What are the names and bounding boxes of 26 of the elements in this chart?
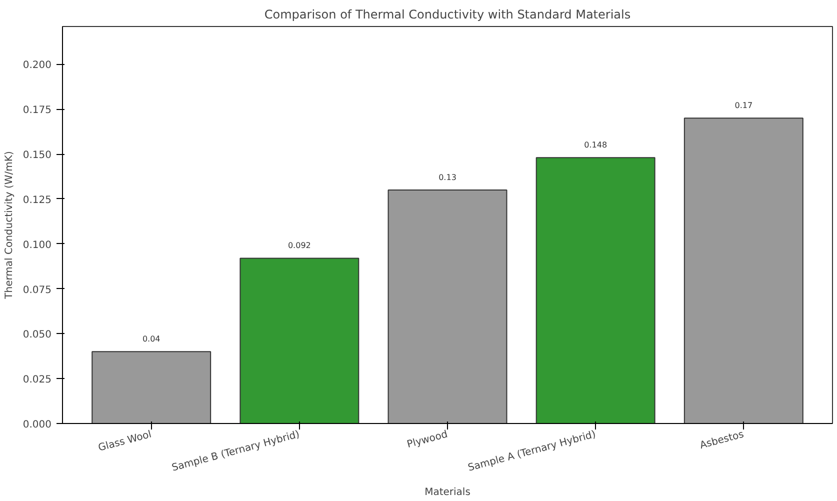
bar bbox=[240, 258, 360, 424]
y-tick-label: 0.025 bbox=[22, 374, 52, 386]
bar bbox=[388, 189, 508, 424]
x-tick-label: Glass Wool bbox=[97, 429, 153, 454]
data-label: 0.148 bbox=[584, 140, 608, 150]
bar bbox=[92, 351, 212, 424]
x-tick-label: Sample A (Ternary Hybrid) bbox=[466, 429, 598, 474]
bar bbox=[536, 157, 656, 424]
y-tick-label: 0.000 bbox=[22, 420, 52, 430]
y-tick-label: 0.075 bbox=[22, 284, 52, 296]
chart-title: Comparison of Thermal Conductivity with Standard Materials bbox=[264, 8, 631, 22]
y-axis-title: Thermal Conductivity (W/mK) bbox=[4, 151, 15, 300]
x-axis-title: Materials bbox=[424, 487, 470, 498]
y-tick-label: 0.050 bbox=[22, 330, 52, 341]
data-label: 0.13 bbox=[438, 172, 456, 182]
x-tick-label: Asbestos bbox=[698, 429, 746, 452]
bar bbox=[684, 118, 804, 424]
data-label: 0.17 bbox=[734, 101, 753, 110]
x-tick-label: Sample B (Ternary Hybrid) bbox=[170, 429, 301, 474]
y-tick-label: 0.125 bbox=[22, 194, 52, 206]
y-tick-label: 0.100 bbox=[22, 240, 52, 251]
data-label: 0.04 bbox=[142, 334, 160, 344]
y-tick-label: 0.200 bbox=[22, 60, 52, 72]
data-label: 0.092 bbox=[288, 241, 311, 250]
y-tick-label: 0.150 bbox=[22, 150, 52, 162]
y-tick-label: 0.175 bbox=[22, 105, 52, 116]
